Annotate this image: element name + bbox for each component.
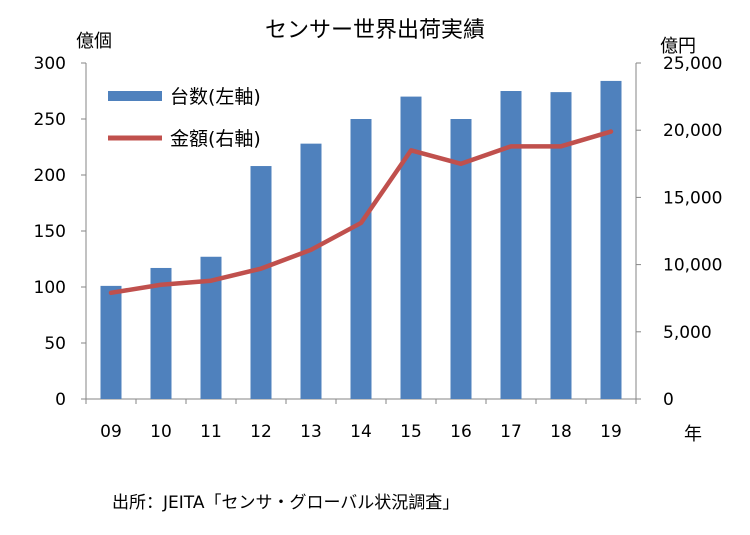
right-axis-tick-label: 0 (663, 390, 674, 410)
x-axis-tick-label: 12 (250, 422, 272, 442)
left-axis-tick-label: 100 (34, 278, 66, 298)
x-axis-tick-label: 14 (350, 422, 372, 442)
legend-swatch-units (108, 91, 162, 101)
left-axis-tick-label: 250 (34, 110, 66, 130)
bar-09 (100, 285, 122, 399)
x-axis-tick-label: 17 (500, 422, 522, 442)
left-axis-tick-label: 0 (55, 390, 66, 410)
bar-10 (150, 267, 172, 399)
x-axis-tick-label: 16 (450, 422, 472, 442)
left-axis-tick-label: 150 (34, 222, 66, 242)
x-axis-tick-label: 11 (200, 422, 222, 442)
right-axis-tick-label: 15,000 (663, 188, 722, 208)
x-axis-tick-label: 09 (100, 422, 122, 442)
x-axis-tick-label: 18 (550, 422, 572, 442)
source-note: 出所：JEITA「センサ・グローバル状況調査」 (112, 493, 460, 513)
legend-label-units: 台数(左軸) (170, 86, 261, 108)
right-axis-tick-label: 25,000 (663, 54, 722, 74)
left-axis-tick-label: 300 (34, 54, 66, 74)
right-axis-tick-label: 20,000 (663, 121, 722, 141)
bar-15 (400, 96, 422, 399)
bar-16 (450, 119, 472, 399)
x-axis-tick-label: 10 (150, 422, 172, 442)
x-axis-tick-label: 19 (600, 422, 622, 442)
bar-17 (500, 91, 522, 399)
left-axis-unit: 億個 (76, 31, 112, 52)
bar-13 (300, 143, 322, 399)
legend-label-amount: 金額(右軸) (170, 128, 261, 150)
x-axis-tick-label: 15 (400, 422, 422, 442)
right-axis-tick-label: 10,000 (663, 256, 722, 276)
chart-title: センサー世界出荷実績 (264, 18, 485, 43)
bar-12 (250, 166, 272, 399)
bar-19 (600, 80, 622, 400)
x-axis-tick-label: 13 (300, 422, 322, 442)
left-axis-tick-label: 200 (34, 166, 66, 186)
x-axis-unit: 年 (684, 424, 702, 445)
bar-14 (350, 119, 372, 399)
right-axis-tick-label: 5,000 (663, 323, 712, 343)
right-axis-unit: 億円 (660, 36, 696, 57)
left-axis-tick-label: 50 (44, 334, 66, 354)
bar-11 (200, 256, 222, 399)
bar-18 (550, 92, 572, 400)
